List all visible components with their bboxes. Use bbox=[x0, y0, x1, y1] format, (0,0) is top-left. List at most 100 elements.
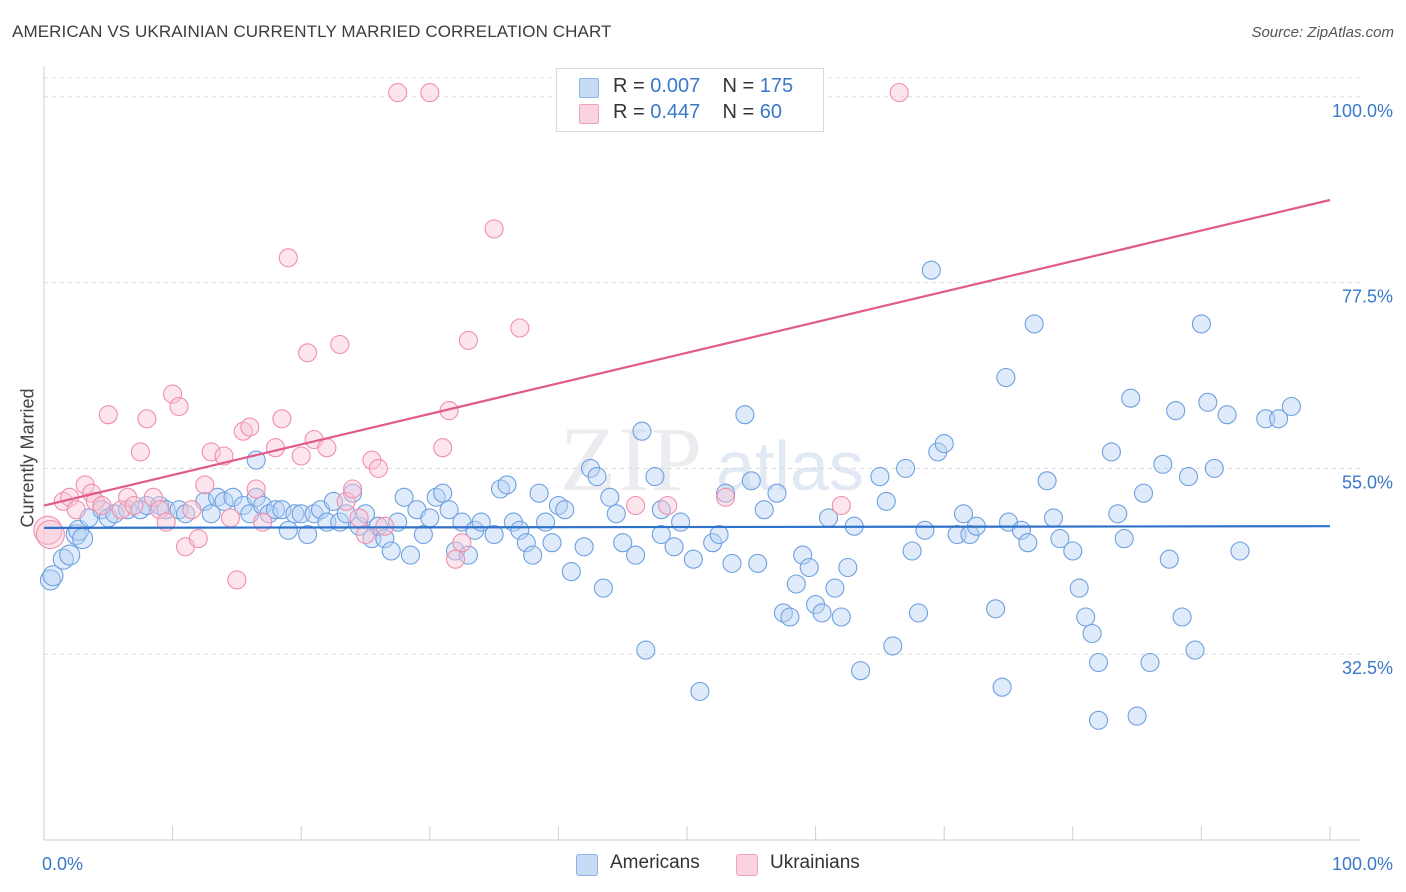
american-point bbox=[587, 467, 607, 487]
watermark-zip: ZIP bbox=[560, 408, 704, 510]
ukrainian-point bbox=[375, 516, 395, 536]
american-point bbox=[394, 487, 414, 507]
american-point bbox=[838, 557, 858, 578]
american-point bbox=[645, 467, 665, 487]
americans-trend-line bbox=[43, 525, 1331, 529]
american-point bbox=[201, 504, 221, 524]
ukrainian-point bbox=[163, 384, 183, 404]
ukrainian-point bbox=[433, 438, 453, 458]
ukrainian-point bbox=[150, 500, 170, 520]
american-point bbox=[510, 520, 530, 540]
ukrainian-point bbox=[169, 396, 189, 417]
y-tick-labels: 32.5% 55.0% 77.5% 100.0% bbox=[1332, 101, 1393, 678]
american-point bbox=[272, 500, 292, 520]
ukrainians-points bbox=[33, 83, 909, 590]
ukrainian-point bbox=[66, 500, 86, 520]
american-point bbox=[1114, 529, 1134, 549]
american-point bbox=[1082, 623, 1102, 644]
american-point bbox=[664, 537, 684, 557]
american-point bbox=[799, 557, 819, 578]
american-point bbox=[555, 500, 575, 520]
american-point bbox=[1133, 483, 1154, 503]
american-point bbox=[1166, 401, 1186, 421]
american-point bbox=[600, 487, 620, 507]
american-point bbox=[651, 524, 671, 545]
ukrainian-point bbox=[35, 519, 65, 550]
legend-n-label: N = bbox=[722, 101, 760, 123]
american-point bbox=[1217, 405, 1237, 425]
american-point bbox=[1088, 710, 1109, 730]
ukrainian-point bbox=[124, 495, 144, 516]
american-point bbox=[400, 545, 421, 565]
ukrainian-point bbox=[330, 334, 350, 355]
american-point bbox=[1076, 607, 1096, 627]
ukrainian-point bbox=[195, 475, 215, 495]
american-point bbox=[722, 553, 742, 573]
bottom-legend-swatch-ukrainians bbox=[736, 854, 758, 876]
y-tick-label-3: 100.0% bbox=[1332, 101, 1393, 121]
american-point bbox=[1140, 652, 1160, 673]
american-point bbox=[690, 681, 710, 701]
american-point bbox=[420, 508, 440, 528]
american-point bbox=[1281, 396, 1301, 417]
ukrainian-point bbox=[626, 495, 646, 516]
american-point bbox=[1063, 541, 1083, 561]
x-tick-label-1: 100.0% bbox=[1332, 854, 1393, 874]
americans-points bbox=[39, 260, 1301, 730]
american-point bbox=[812, 603, 832, 623]
american-point bbox=[529, 483, 549, 503]
american-point bbox=[1159, 549, 1179, 569]
american-point bbox=[1198, 392, 1218, 412]
american-point bbox=[265, 500, 286, 520]
american-point bbox=[613, 533, 633, 553]
ukrainian-point bbox=[265, 438, 286, 458]
american-point bbox=[1269, 409, 1289, 429]
american-point bbox=[626, 545, 646, 565]
american-point bbox=[876, 491, 896, 511]
american-point bbox=[542, 533, 562, 553]
american-point bbox=[1121, 388, 1141, 408]
ukrainian-point bbox=[182, 500, 202, 520]
american-point bbox=[72, 528, 94, 550]
ukrainian-point bbox=[272, 409, 292, 429]
american-point bbox=[1178, 467, 1199, 487]
legend-r-value: 0.007 bbox=[650, 75, 701, 97]
american-point bbox=[735, 405, 755, 425]
american-point bbox=[214, 491, 234, 511]
american-point bbox=[1050, 529, 1070, 549]
correlation-legend: R = 0.007 N = 175 R = 0.447 N = 60 bbox=[556, 68, 824, 132]
american-point bbox=[636, 640, 656, 660]
american-point bbox=[433, 483, 453, 503]
american-point bbox=[278, 520, 298, 540]
ukrainian-point bbox=[420, 83, 440, 103]
american-point bbox=[1024, 314, 1044, 334]
american-point bbox=[831, 607, 851, 627]
ukrainian-point bbox=[111, 500, 131, 520]
american-point bbox=[1172, 607, 1192, 627]
american-point bbox=[825, 578, 845, 598]
trend-lines bbox=[43, 198, 1331, 529]
ukrainian-point bbox=[452, 533, 472, 553]
american-point bbox=[285, 504, 305, 524]
american-point bbox=[786, 574, 806, 594]
american-point bbox=[986, 599, 1006, 619]
american-point bbox=[870, 467, 890, 487]
ukrainian-point bbox=[510, 318, 530, 338]
ukrainian-point bbox=[201, 442, 221, 462]
american-point bbox=[896, 458, 916, 478]
bottom-legend-label-americans: Americans bbox=[610, 852, 700, 873]
american-point bbox=[1043, 508, 1064, 528]
american-point bbox=[59, 544, 81, 566]
legend-r-label: R = bbox=[613, 101, 651, 123]
x-tick-labels: 0.0% 100.0% bbox=[42, 854, 1393, 874]
american-point bbox=[298, 524, 318, 545]
axes bbox=[43, 66, 1360, 841]
ukrainian-point bbox=[92, 495, 112, 516]
american-point bbox=[1204, 458, 1224, 478]
ukrainian-point bbox=[298, 343, 318, 363]
american-point bbox=[883, 636, 903, 656]
ukrainian-point bbox=[658, 495, 678, 516]
american-point bbox=[671, 512, 691, 532]
american-point bbox=[516, 533, 536, 553]
ukrainian-point bbox=[220, 508, 241, 528]
